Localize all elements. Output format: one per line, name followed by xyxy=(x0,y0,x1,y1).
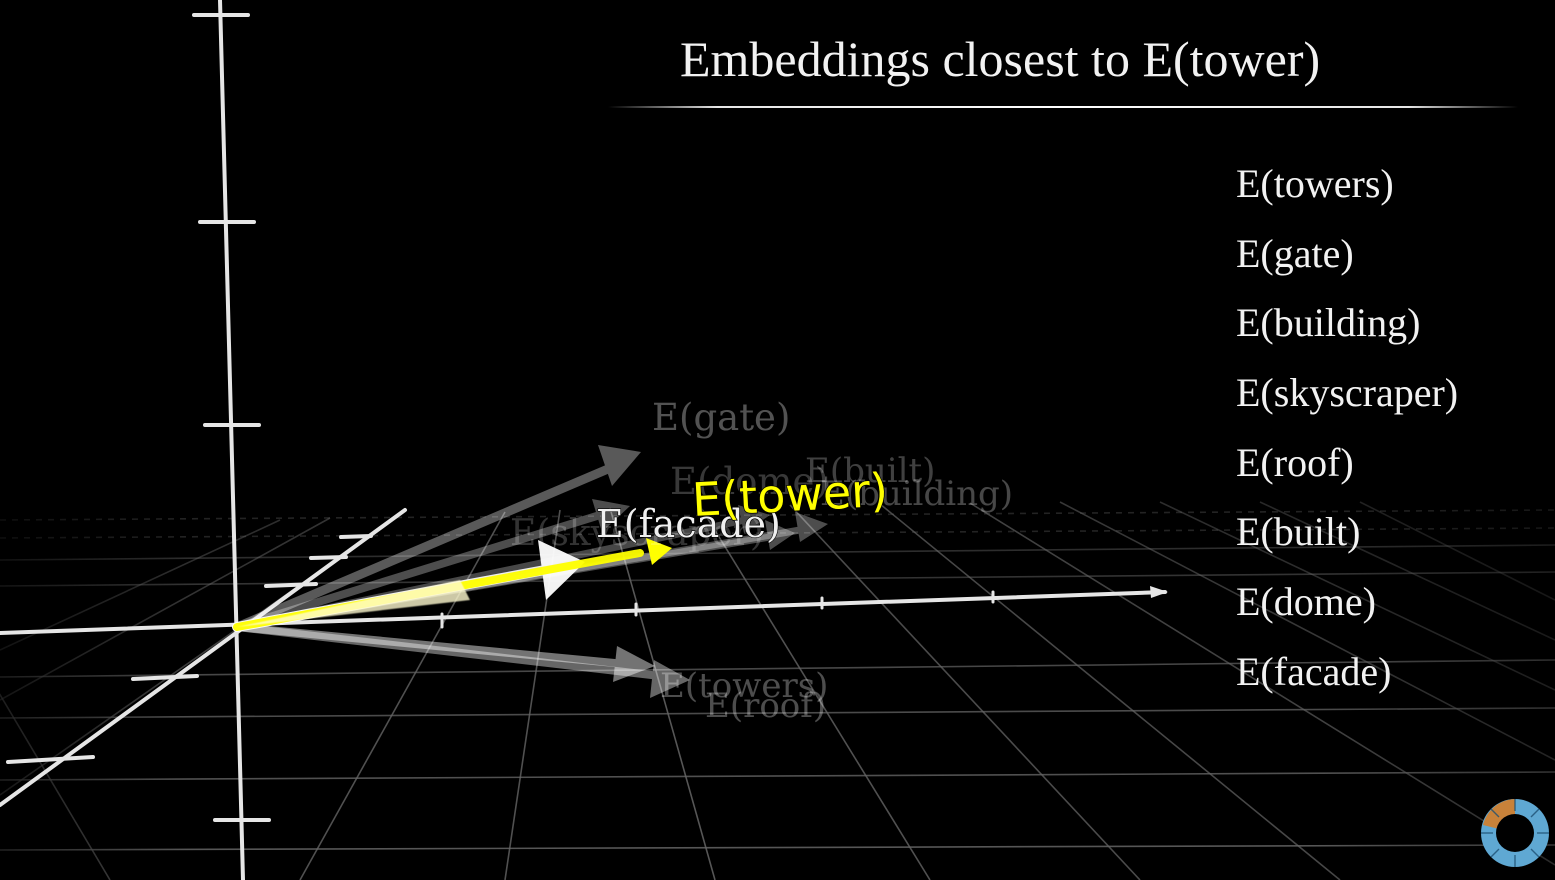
origin-glow xyxy=(237,580,470,627)
label-built: E(built) xyxy=(805,451,935,491)
list-item: E(dome) xyxy=(1236,579,1376,625)
label-facade: E(facade) xyxy=(596,502,781,546)
list-item: E(roof) xyxy=(1236,439,1354,485)
x-axis-ticks xyxy=(440,590,995,629)
z-axis-ticks xyxy=(192,13,271,822)
vector-skyscraper xyxy=(233,499,630,631)
list-item: E(gate) xyxy=(1236,230,1354,276)
label-dome: E(dome) xyxy=(670,460,829,503)
list-item: E(building) xyxy=(1236,300,1421,346)
3blue1brown-pi-eye-icon xyxy=(1481,799,1549,867)
y-axis-ticks xyxy=(6,534,373,764)
label-building: E(building) xyxy=(820,474,1013,514)
list-item: E(towers) xyxy=(1236,161,1394,206)
nearest-neighbors-list: E(towers) E(gate) E(building) E(skyscrap… xyxy=(1236,160,1458,718)
list-item: E(skyscraper) xyxy=(1236,370,1459,416)
axes xyxy=(0,0,1168,880)
label-roof: E(roof) xyxy=(705,686,826,726)
label-tower: E(tower) xyxy=(691,463,890,527)
vector-towers xyxy=(233,623,655,682)
title-underline xyxy=(608,106,1518,108)
label-skyscraper: E(skyscraper) xyxy=(510,513,764,554)
list-item: E(built) xyxy=(1236,509,1361,555)
label-gate: E(gate) xyxy=(652,396,790,439)
x-axis xyxy=(0,590,1167,635)
title: Embeddings closest to E(tower) xyxy=(680,31,1321,87)
vector-roof xyxy=(233,623,690,698)
x-axis-arrowhead xyxy=(1150,586,1168,598)
list-item: E(facade) xyxy=(1236,648,1392,694)
z-axis xyxy=(218,0,245,880)
vector-gate xyxy=(232,445,641,632)
label-towers: E(towers) xyxy=(660,666,828,706)
